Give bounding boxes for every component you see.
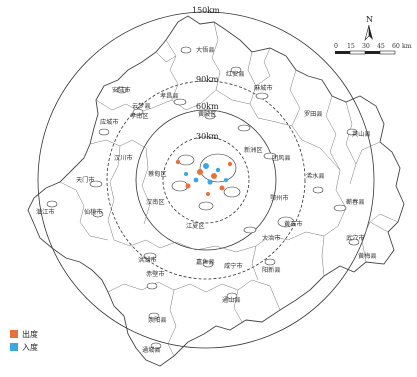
outflow-dot <box>185 183 191 189</box>
legend-inflow-label: 入度 <box>22 342 38 352</box>
outflow-dot <box>211 173 217 179</box>
ring-60km <box>135 109 277 251</box>
outflow-dot <box>227 161 233 167</box>
county-borders <box>59 21 399 357</box>
label-xiantao: 仙桃市 <box>84 208 103 216</box>
ring-label-30km: 30km <box>196 132 219 141</box>
label-yingcheng: 应城市 <box>100 118 119 126</box>
scale-tick-1: 15 <box>347 43 355 50</box>
scale-bar: 0 15 30 45 60 km <box>334 43 412 55</box>
label-xinzhou: 新洲区 <box>244 146 263 154</box>
label-anlu: 安陆市 <box>112 86 131 94</box>
label-hannan: 汉南区 <box>146 198 165 206</box>
ring-label-150km: 150km <box>192 6 220 15</box>
scale-tick-0: 0 <box>334 43 338 50</box>
label-jiangxia: 江夏区 <box>186 223 205 230</box>
legend-outflow-swatch <box>10 330 18 338</box>
label-qianjiang: 潜江市 <box>36 208 55 216</box>
label-xishui: 浠水县 <box>306 172 325 180</box>
ring-label-90km: 90km <box>196 75 219 84</box>
label-honghu: 洪湖市 <box>138 256 157 264</box>
label-dawu: 大悟县 <box>196 46 215 54</box>
legend-inflow-swatch <box>10 343 18 351</box>
north-arrow-icon <box>369 25 373 40</box>
north-arrow: N <box>364 15 373 42</box>
inflow-dot <box>207 179 213 185</box>
scale-tick-3: 45 <box>377 43 385 50</box>
label-chongyang: 崇阳县 <box>148 316 167 324</box>
label-macheng: 麻城市 <box>254 84 273 92</box>
label-ezhou: 鄂州市 <box>270 194 289 202</box>
legend: 出度 入度 <box>10 329 38 352</box>
outflow-dot <box>175 159 181 165</box>
inflow-dot <box>193 177 199 183</box>
label-xiaonan: 孝南区 <box>130 112 149 120</box>
distance-rings <box>37 11 375 349</box>
label-yingshan: 英山县 <box>352 130 371 138</box>
label-qichun: 蕲春县 <box>346 198 365 206</box>
inflow-dot <box>224 178 228 182</box>
label-xianning: 咸宁市 <box>224 262 243 270</box>
urban-patches <box>46 46 360 350</box>
label-tongshan: 通山县 <box>222 296 241 304</box>
outflow-dot <box>219 185 225 191</box>
ring-150km <box>37 11 375 349</box>
legend-outflow-label: 出度 <box>22 329 38 339</box>
inflow-dot <box>184 172 188 176</box>
scale-tick-2: 30 <box>362 43 370 50</box>
ring-30km <box>162 136 250 224</box>
scale-tick-4: 60 <box>392 43 400 50</box>
label-chibi: 赤壁市 <box>146 270 165 278</box>
inflow-dot <box>215 167 221 173</box>
north-label: N <box>366 15 373 24</box>
ring-90km <box>106 80 306 280</box>
label-jiayu: 嘉鱼县 <box>196 258 215 266</box>
inflow-dot <box>203 163 209 169</box>
scale-unit: km <box>402 43 412 50</box>
label-wuxue: 武穴市 <box>346 234 365 242</box>
label-tongcheng: 通城县 <box>142 346 161 354</box>
ring-label-60km: 60km <box>196 102 219 111</box>
label-huangpi: 黄陂区 <box>198 110 217 118</box>
flow-dots <box>175 159 233 196</box>
label-luotian: 罗田县 <box>304 111 323 118</box>
label-yunmeng: 云梦县 <box>132 102 151 110</box>
label-xiaochang: 孝昌县 <box>160 92 179 100</box>
outflow-dot <box>206 192 210 196</box>
place-labels: 大悟县 红安县 麻城市 安陆市 孝昌县 应城市 黄陂区 罗田县 英山县 新洲区 … <box>36 46 377 354</box>
label-hanchuan: 汉川市 <box>114 154 133 162</box>
label-hongan: 红安县 <box>226 70 245 78</box>
label-huangshi: 黄石市 <box>284 220 303 228</box>
label-daye: 大冶市 <box>262 234 281 242</box>
outflow-dot <box>197 169 203 175</box>
label-tuanfeng: 团风县 <box>272 155 291 162</box>
label-caidian: 蔡甸区 <box>148 170 167 178</box>
label-yangxin: 阳新县 <box>262 266 281 274</box>
label-huangmei: 黄梅县 <box>358 252 377 260</box>
label-tianmen: 天门市 <box>76 176 95 184</box>
study-area-boundary <box>27 15 405 367</box>
